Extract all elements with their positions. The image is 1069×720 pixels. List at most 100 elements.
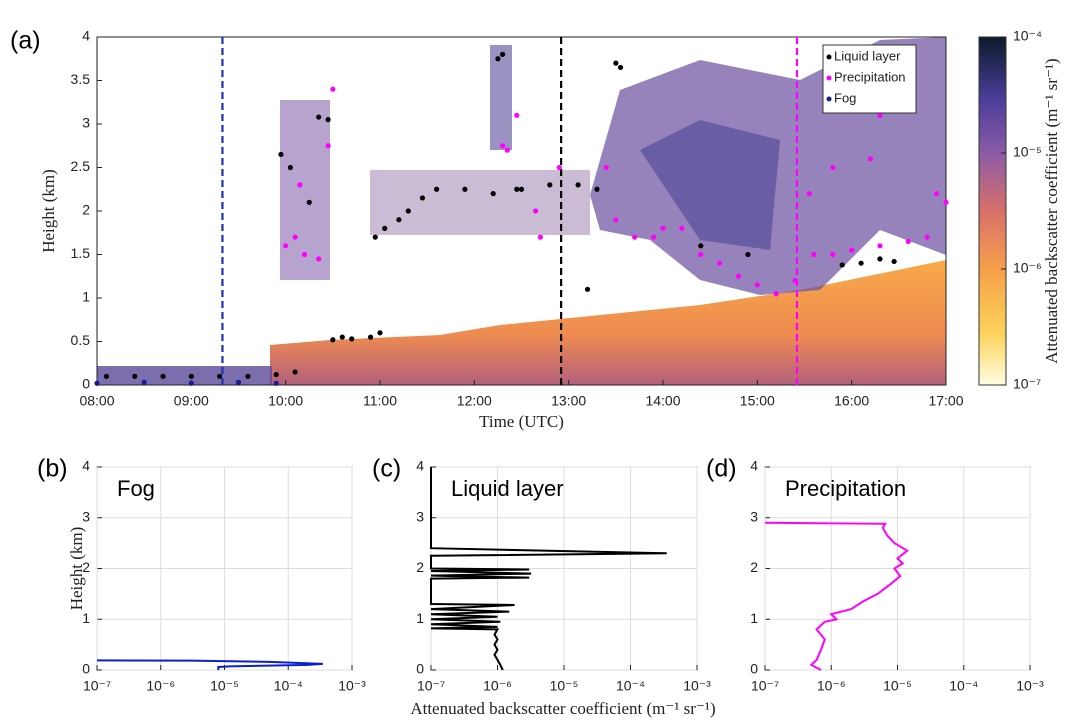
colorbar-tick-label: 10⁻⁵ xyxy=(1013,144,1042,160)
point xyxy=(660,225,666,231)
point xyxy=(613,217,619,223)
y-tick-label: 4 xyxy=(82,458,90,474)
point xyxy=(877,256,883,262)
point xyxy=(316,256,322,262)
point xyxy=(94,380,100,386)
panel-label: (c) xyxy=(372,455,401,483)
point xyxy=(278,151,284,158)
legend-marker xyxy=(826,75,832,81)
y-tick-label: 0 xyxy=(82,661,90,677)
x-tick-label: 10⁻⁶ xyxy=(146,678,175,694)
x-tick-label: 11:00 xyxy=(363,393,397,409)
x-tick-label: 10⁻⁷ xyxy=(417,678,445,694)
point xyxy=(462,186,468,192)
point xyxy=(405,208,411,214)
x-tick-label: 10⁻⁵ xyxy=(550,678,579,694)
point xyxy=(679,225,685,231)
point xyxy=(603,164,610,171)
point xyxy=(367,334,374,340)
point xyxy=(306,199,312,205)
point xyxy=(613,60,619,66)
panel: 0 1 2 3 4 10⁻⁷ 10⁻⁶ 10⁻⁵ 10⁻⁴ 10⁻³ (d) Precipitatio… xyxy=(706,455,1044,694)
x-tick-label: 10⁻⁷ xyxy=(83,678,111,694)
point xyxy=(297,182,303,188)
panel-label: (b) xyxy=(37,455,68,483)
point xyxy=(806,191,812,197)
point xyxy=(292,369,298,375)
x-tick-label: 10⁻⁴ xyxy=(616,678,645,694)
legend-label: Fog xyxy=(834,90,856,105)
point xyxy=(617,64,624,71)
y-tick-label: 4 xyxy=(750,458,758,474)
x-tick-label: 10⁻⁷ xyxy=(751,678,779,694)
point xyxy=(698,243,704,249)
backscatter-field xyxy=(97,37,946,385)
point xyxy=(735,273,742,279)
point xyxy=(325,117,331,123)
x-tick-label: 10:00 xyxy=(268,393,303,409)
point xyxy=(160,373,166,379)
y-tick-label: 3 xyxy=(416,508,424,524)
x-tick-label: 09:00 xyxy=(174,393,209,409)
panel: 0 1 2 3 4 10⁻⁷ 10⁻⁶ 10⁻⁵ 10⁻⁴ 10⁻³ (c) Liquid layer… xyxy=(372,455,716,718)
y-tick-label: 0.5 xyxy=(71,332,91,348)
point xyxy=(792,278,798,284)
x-tick-label: 10⁻⁶ xyxy=(817,678,846,694)
point xyxy=(434,186,440,192)
colorbar xyxy=(978,36,1007,386)
panel-title: Fog xyxy=(117,476,155,501)
point xyxy=(877,243,883,249)
point xyxy=(188,373,194,379)
point xyxy=(500,51,506,58)
point xyxy=(514,112,520,118)
point xyxy=(849,247,855,253)
point xyxy=(717,260,723,266)
point xyxy=(698,251,704,258)
point xyxy=(556,164,562,171)
y-tick-label: 2 xyxy=(416,559,424,575)
point xyxy=(292,234,298,240)
y-tick-label: 1 xyxy=(82,610,90,626)
point xyxy=(905,238,911,245)
point xyxy=(533,208,539,214)
legend-box xyxy=(822,44,917,114)
y-tick-label: 1 xyxy=(750,610,758,626)
x-tick-label: 16:00 xyxy=(834,393,869,409)
y-tick-label: 2 xyxy=(82,559,90,575)
colorbar-label: Attenuated backscatter coefficient (m⁻¹ … xyxy=(1042,58,1061,363)
point xyxy=(325,143,331,149)
point xyxy=(537,234,543,240)
point xyxy=(500,143,506,149)
point xyxy=(632,234,638,240)
y-tick-label: 2 xyxy=(750,559,758,575)
point xyxy=(382,225,388,231)
y-tick-label: 1.5 xyxy=(71,245,91,261)
y-tick-label: 2.5 xyxy=(71,158,91,174)
legend-marker xyxy=(826,96,832,102)
x-tick-label: 10⁻⁴ xyxy=(274,678,303,694)
point xyxy=(141,379,147,385)
point xyxy=(504,147,510,153)
point xyxy=(877,112,883,118)
y-tick-label: 1 xyxy=(82,289,90,305)
point xyxy=(235,379,242,385)
x-axis-label: Attenuated backscatter coefficient (m⁻¹ … xyxy=(410,699,715,718)
point xyxy=(495,56,501,62)
point xyxy=(273,371,279,378)
panel: 0 0.5 1 1.5 2 2.5 3 3.5 4 08:00 09:00 10:00 11:00 12:… xyxy=(10,27,1061,431)
y-tick-label: 0 xyxy=(750,661,758,677)
point xyxy=(245,373,251,379)
point xyxy=(547,182,553,188)
y-tick-label: 1 xyxy=(416,610,424,626)
point xyxy=(188,380,194,386)
point xyxy=(132,373,138,379)
panel-label: (d) xyxy=(706,455,737,483)
point xyxy=(316,114,322,120)
point xyxy=(594,186,600,192)
x-tick-label: 10⁻³ xyxy=(338,678,366,694)
point xyxy=(575,182,581,188)
point xyxy=(773,291,779,297)
point xyxy=(924,234,930,240)
profile-line xyxy=(764,521,909,671)
